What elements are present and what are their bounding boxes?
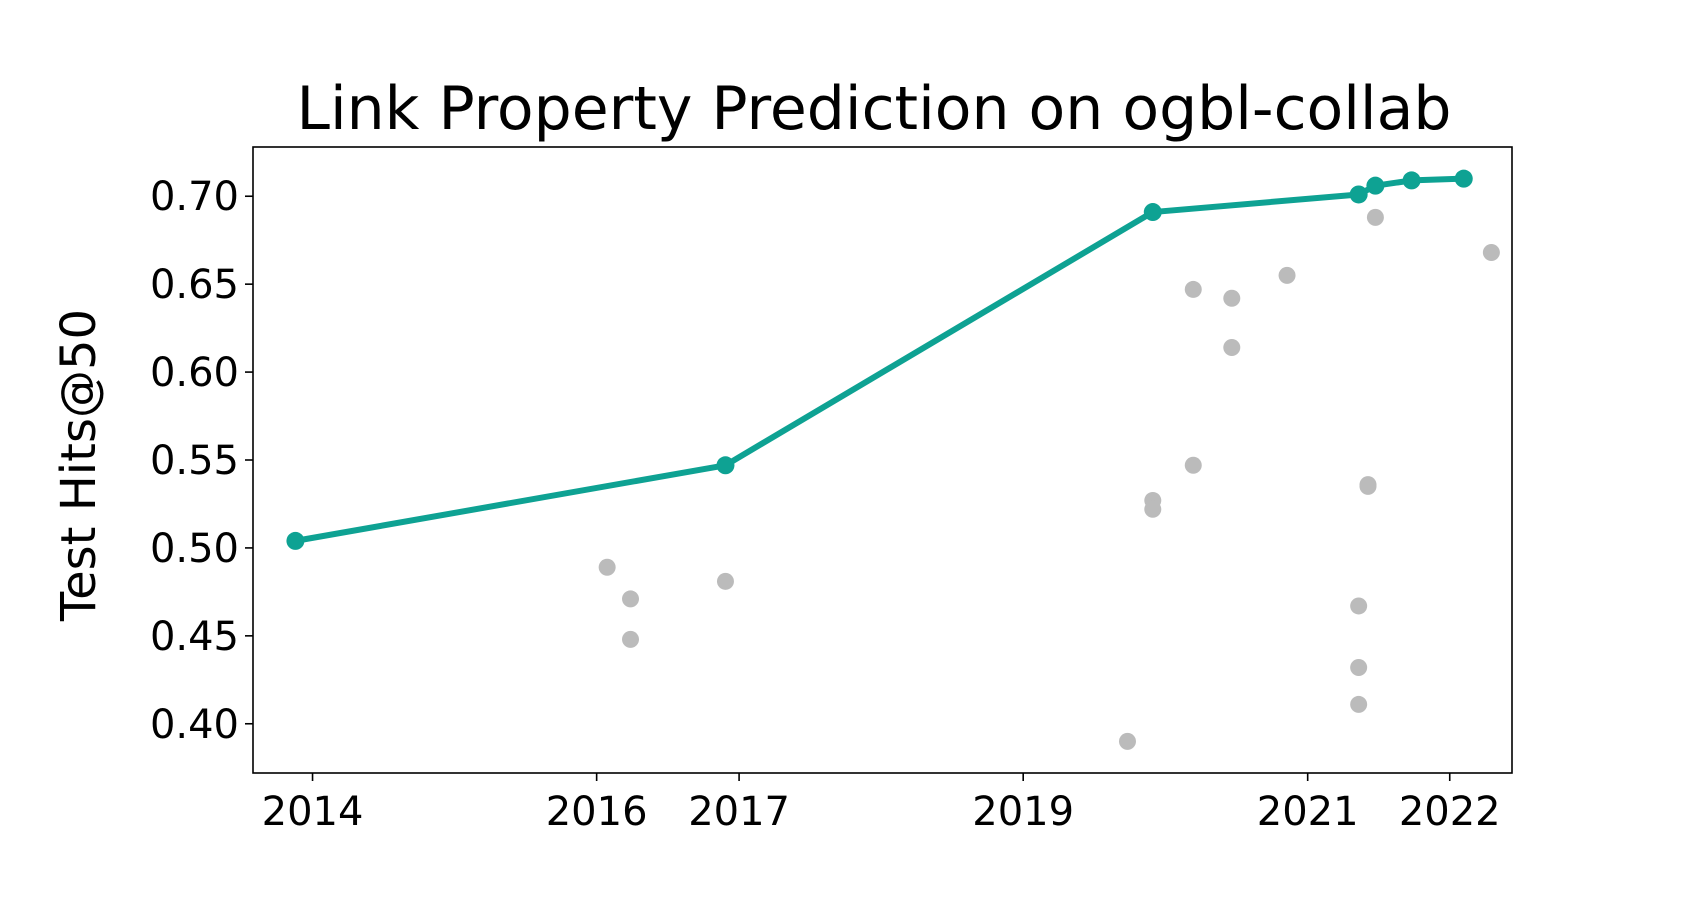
x-tick-label: 2017 <box>688 789 790 835</box>
scatter-point <box>622 590 640 608</box>
plot-area <box>286 169 1500 750</box>
scatter-point <box>1482 244 1500 262</box>
x-tick-label: 2022 <box>1399 789 1501 835</box>
scatter-point <box>1359 477 1377 495</box>
x-tick-label: 2016 <box>546 789 648 835</box>
frontier-point <box>1402 171 1421 190</box>
frontier-point <box>1366 176 1385 195</box>
scatter-point <box>622 630 640 648</box>
scatter-point <box>1223 338 1241 356</box>
frontier-point <box>716 456 735 475</box>
y-tick-label: 0.45 <box>150 614 239 660</box>
scatter-point <box>1350 597 1368 615</box>
x-tick-label: 2014 <box>262 789 364 835</box>
scatter-point <box>1350 695 1368 713</box>
frontier-line <box>292 175 1467 544</box>
scatter-point <box>1184 456 1202 474</box>
frontier-point <box>1349 185 1368 204</box>
scatter-point <box>598 558 616 576</box>
y-tick-label: 0.65 <box>150 262 239 308</box>
x-tick-label: 2021 <box>1257 789 1359 835</box>
y-tick-label: 0.55 <box>150 438 239 484</box>
scatter-point <box>1184 280 1202 298</box>
y-tick-label: 0.50 <box>150 526 239 572</box>
scatter-point <box>716 572 734 590</box>
frontier-point <box>1454 169 1473 188</box>
scatter-point <box>1223 289 1241 307</box>
y-tick-label: 0.70 <box>150 174 239 220</box>
frontier-point <box>1143 203 1162 222</box>
scatter-point <box>1278 266 1296 284</box>
scatter-point <box>1350 658 1368 676</box>
scatter-point <box>1366 208 1384 226</box>
x-tick-label: 2019 <box>972 789 1074 835</box>
axes-frame <box>252 146 1513 774</box>
y-tick-label: 0.60 <box>150 350 239 396</box>
chart-title: Link Property Prediction on ogbl-collab <box>297 74 1452 144</box>
scatter-point <box>1118 732 1136 750</box>
y-tick-label: 0.40 <box>150 702 239 748</box>
scatter-point <box>1144 500 1162 518</box>
frontier-point <box>286 531 305 550</box>
y-axis-label: Test Hits@50 <box>51 309 107 622</box>
